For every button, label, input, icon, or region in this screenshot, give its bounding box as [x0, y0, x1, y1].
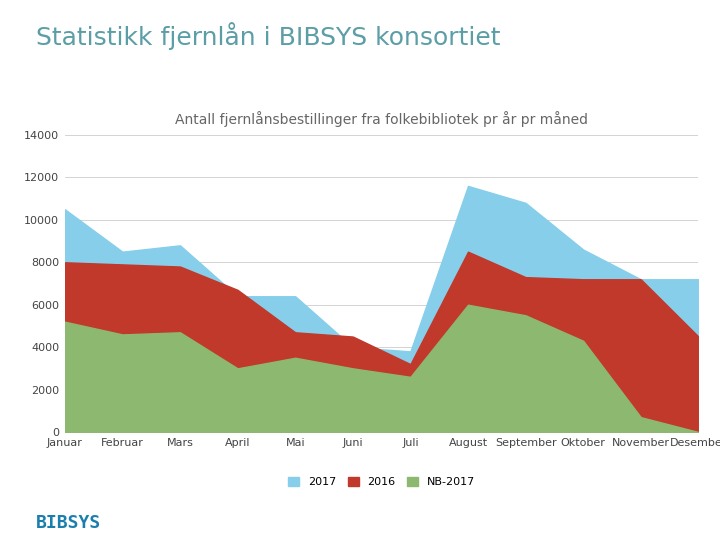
Title: Antall fjernlånsbestillinger fra folkebibliotek pr år pr måned: Antall fjernlånsbestillinger fra folkebi… [175, 111, 588, 127]
Legend: 2017, 2016, NB-2017: 2017, 2016, NB-2017 [284, 473, 480, 492]
Text: Statistikk fjernlån i BIBSYS konsortiet: Statistikk fjernlån i BIBSYS konsortiet [36, 22, 500, 50]
Text: BIBSYS: BIBSYS [36, 514, 102, 532]
